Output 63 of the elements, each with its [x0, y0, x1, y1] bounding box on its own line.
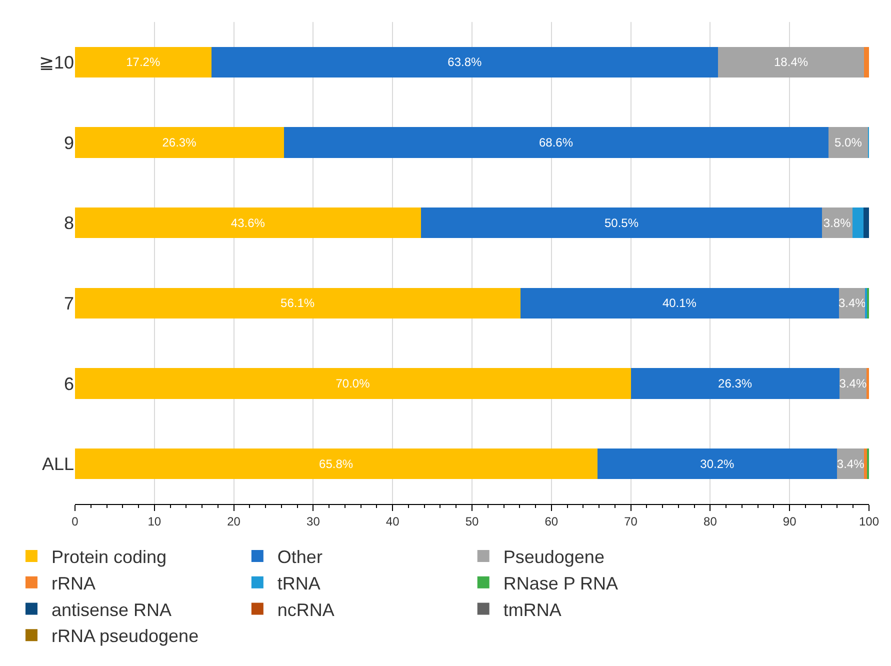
data-label: 43.6% — [230, 216, 266, 230]
bar — [597, 448, 838, 480]
legend-label: Other — [277, 546, 322, 567]
bar — [75, 46, 212, 78]
bar — [630, 368, 840, 399]
legend-label: Pseudogene — [503, 546, 604, 567]
legend-label: antisense RNA — [51, 600, 172, 620]
bar — [852, 208, 864, 238]
data-label: 26.3% — [718, 376, 752, 390]
x-tick-label: 100 — [858, 514, 880, 528]
legend-label: rRNA pseudogene — [51, 626, 199, 646]
data-label: 26.3% — [162, 136, 197, 150]
bar — [284, 127, 829, 158]
bar — [421, 208, 822, 238]
data-label: 30.2% — [700, 456, 735, 471]
bar — [864, 46, 869, 78]
legend-label: tRNA — [277, 573, 320, 594]
legend-label: Protein coding — [51, 546, 167, 567]
y-tick-label: ≧10 — [38, 52, 74, 72]
x-tick-label: 70 — [624, 514, 638, 528]
y-tick-label: 9 — [64, 132, 74, 153]
data-label: 56.1% — [280, 296, 315, 310]
x-tick-label: 0 — [72, 514, 79, 528]
bar — [520, 288, 839, 318]
bar — [75, 448, 598, 480]
y-tick-label: 7 — [64, 293, 74, 314]
bar — [75, 208, 422, 238]
bar — [75, 368, 631, 399]
x-tick-label: 20 — [227, 514, 241, 528]
bar — [864, 448, 868, 480]
x-tick-label: 10 — [148, 514, 162, 528]
data-label: 40.1% — [662, 296, 697, 310]
legend-label: RNase P RNA — [503, 573, 618, 594]
y-tick-label: ALL — [42, 454, 74, 474]
x-tick-label: 80 — [704, 514, 718, 528]
data-label: 65.8% — [319, 456, 354, 471]
data-label: 3.4% — [836, 456, 865, 471]
x-tick-label: 90 — [782, 514, 797, 528]
legend-label: ncRNA — [277, 600, 334, 620]
data-label: 3.8% — [823, 216, 852, 230]
data-label: 50.5% — [604, 216, 639, 230]
bar — [75, 288, 520, 318]
data-label: 3.4% — [838, 296, 866, 310]
x-tick-label: 60 — [544, 514, 558, 528]
legend-label: rRNA — [51, 573, 96, 594]
x-tick-label: 30 — [306, 514, 320, 528]
legend-label: tmRNA — [503, 600, 562, 620]
bar — [212, 46, 718, 78]
data-label: 63.8% — [448, 55, 482, 70]
data-label: 68.6% — [538, 136, 574, 150]
data-label: 18.4% — [774, 55, 808, 70]
data-label: 70.0% — [336, 376, 370, 390]
data-label: 5.0% — [834, 136, 862, 150]
bar — [863, 208, 869, 238]
bar — [828, 127, 868, 158]
x-tick-label: 50 — [465, 514, 479, 528]
bar — [718, 46, 864, 78]
data-label: 3.4% — [839, 376, 867, 390]
y-tick-label: 6 — [64, 374, 74, 394]
bar — [75, 127, 284, 158]
y-tick-label: 8 — [64, 213, 74, 234]
x-tick-label: 40 — [386, 514, 400, 528]
data-label: 17.2% — [126, 55, 160, 70]
